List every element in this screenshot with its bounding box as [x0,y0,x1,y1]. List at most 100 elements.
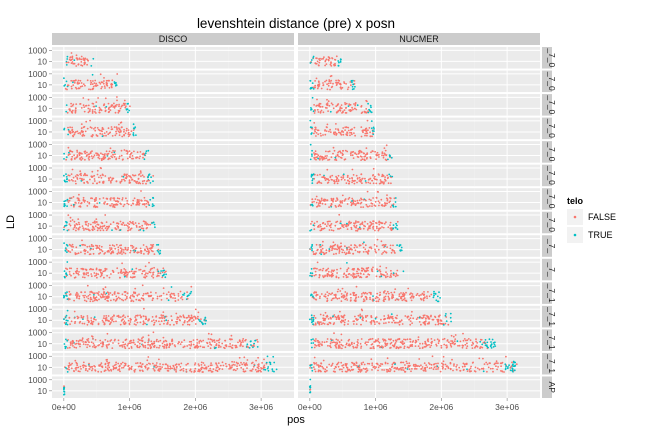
point-false [330,197,333,200]
point-false [319,252,321,255]
point-false [353,103,355,105]
point-false [126,292,129,295]
point-false [156,275,158,278]
point-false [436,338,439,341]
point-false [135,267,138,270]
point-false [316,261,319,264]
point-false [67,61,70,64]
point-false [384,204,387,207]
point-false [136,198,139,201]
point-false [511,361,513,364]
point-false [331,292,334,295]
point-false [362,273,365,275]
point-false [328,158,331,161]
point-true [148,173,151,176]
point-false [337,314,340,317]
point-false [418,294,421,297]
point-false [326,182,329,184]
point-false [170,315,173,317]
point-false [392,339,395,342]
point-true [310,229,313,231]
point-false [461,346,464,349]
point-false [69,153,71,156]
point-false [368,198,371,201]
point-false [437,366,440,369]
point-false [322,240,324,243]
point-false [358,151,361,154]
point-false [96,127,99,129]
point-false [366,362,369,365]
point-false [74,343,77,345]
point-true [359,316,362,319]
point-false [96,173,99,176]
point-false [70,204,73,207]
point-false [142,320,145,323]
point-false [155,366,158,369]
point-false [128,150,131,153]
point-false [105,345,108,348]
point-false [164,367,167,370]
point-false [390,276,393,278]
panel-background [52,47,294,69]
point-false [365,320,368,322]
point-false [92,342,95,345]
point-false [97,153,100,156]
point-false [424,322,426,325]
point-false [132,157,135,160]
point-false [130,368,133,371]
point-false [318,274,321,277]
point-false [352,180,355,183]
point-false [335,133,338,135]
point-false [360,272,362,275]
point-false [116,73,119,75]
point-true [202,323,204,326]
point-true [310,175,313,178]
point-false [100,273,103,276]
point-false [340,300,343,302]
point-false [236,367,239,370]
point-false [74,180,77,183]
point-true [435,299,438,302]
point-false [98,245,101,247]
point-false [433,339,436,341]
point-false [330,102,333,105]
point-false [66,347,69,349]
point-false [178,341,181,343]
point-false [125,197,127,200]
point-false [385,144,388,147]
point-false [263,364,266,367]
point-false [86,127,89,130]
point-false [378,341,381,344]
point-false [403,338,405,341]
point-false [101,222,104,225]
point-false [362,268,365,271]
point-false [375,182,378,185]
point-false [225,345,228,348]
point-false [378,298,381,301]
point-true [154,226,156,229]
point-false [129,105,131,108]
point-false [136,151,139,154]
point-false [142,227,145,230]
point-false [351,154,354,157]
point-true [66,298,69,300]
point-false [76,317,79,320]
point-false [370,199,372,202]
point-false [257,365,260,368]
point-false [94,369,96,371]
point-false [147,250,150,252]
point-false [367,110,369,113]
point-false [67,250,70,253]
point-false [329,322,332,324]
point-false [325,79,328,82]
point-false [134,247,137,250]
point-false [353,126,356,129]
point-false [341,112,343,114]
point-false [84,341,87,343]
point-false [121,175,123,178]
point-false [104,298,107,301]
point-false [124,298,127,301]
point-true [63,242,65,245]
point-false [215,343,218,345]
point-false [113,314,115,317]
